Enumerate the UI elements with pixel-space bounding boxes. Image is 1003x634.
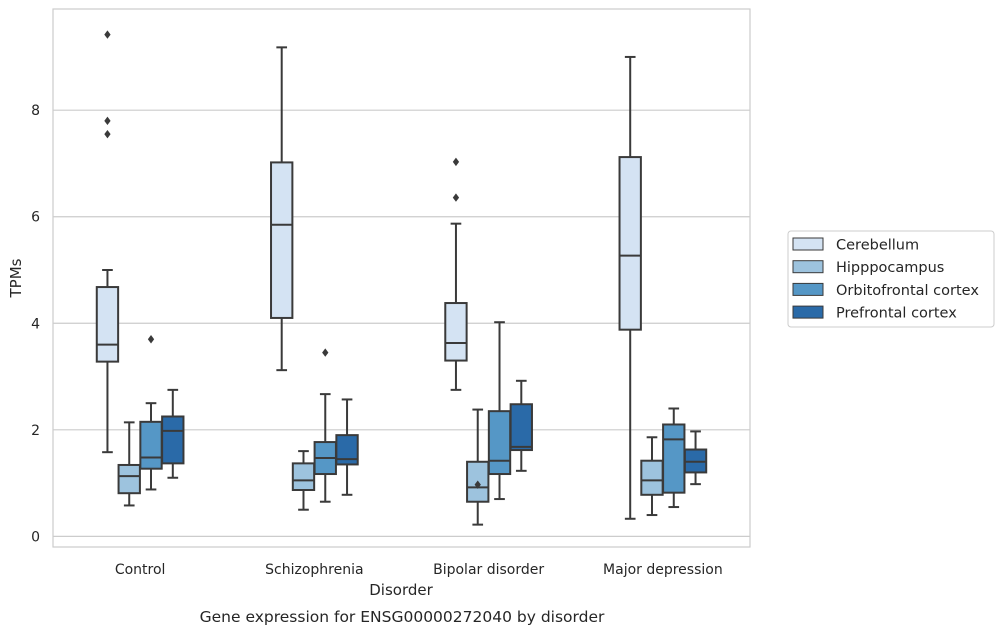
- boxes: [95, 30, 708, 526]
- x-axis-label: Disorder: [369, 581, 433, 599]
- x-tick-label: Schizophrenia: [265, 562, 363, 578]
- outlier-point: [452, 157, 460, 167]
- outlier-point: [104, 129, 111, 139]
- box-body: [640, 459, 664, 496]
- box-body: [487, 410, 512, 476]
- box-prefrontal-cortex: [335, 398, 359, 496]
- x-tick-label: Major depression: [603, 562, 723, 578]
- box-body: [95, 286, 120, 363]
- legend-swatch: [792, 305, 824, 319]
- box-orbitofrontal-cortex: [662, 407, 686, 509]
- outlier-point: [474, 480, 481, 489]
- box-body: [270, 161, 294, 319]
- outlier-point: [452, 193, 460, 202]
- box-body: [117, 463, 141, 495]
- y-tick-label: 4: [31, 316, 40, 332]
- box-hipppocampus: [291, 450, 316, 511]
- box-cerebellum: [618, 55, 642, 520]
- outlier-point: [322, 348, 329, 357]
- box-cerebellum: [444, 157, 468, 391]
- legend-label: Prefrontal cortex: [836, 306, 957, 322]
- box-hipppocampus: [640, 436, 664, 517]
- box-orbitofrontal-cortex: [139, 335, 163, 491]
- box-orbitofrontal-cortex: [313, 348, 337, 503]
- legend-swatch: [792, 282, 824, 296]
- box-hipppocampus: [117, 421, 141, 507]
- y-tick-label: 6: [31, 210, 40, 226]
- box-body: [618, 156, 642, 331]
- legend-label: Hipppocampus: [836, 260, 944, 276]
- chart-caption: Gene expression for ENSG00000272040 by d…: [200, 608, 605, 626]
- x-tick-label: Control: [115, 562, 166, 578]
- y-tick-label: 8: [31, 103, 40, 119]
- x-tick-label: Bipolar disorder: [433, 562, 544, 578]
- box-body: [444, 302, 468, 362]
- box-body: [291, 462, 316, 492]
- box-body: [662, 423, 686, 494]
- y-tick-label: 2: [31, 423, 40, 439]
- box-prefrontal-cortex: [683, 430, 708, 486]
- box-hipppocampus: [466, 408, 490, 526]
- box-orbitofrontal-cortex: [487, 321, 512, 501]
- box-body: [335, 434, 359, 466]
- outlier-point: [104, 30, 111, 39]
- legend-swatch: [792, 260, 824, 274]
- y-tick-labels: 0 2 4 6 8: [31, 103, 40, 545]
- box-cerebellum: [270, 46, 294, 372]
- box-body: [509, 403, 533, 452]
- legend-label: Orbitofrontal cortex: [836, 283, 979, 299]
- box-cerebellum: [95, 30, 120, 454]
- box-body: [161, 415, 185, 465]
- legend-label: Cerebellum: [836, 238, 919, 254]
- legend: Cerebellum Hipppocampus Orbitofrontal cort…: [787, 230, 995, 328]
- box-body: [139, 420, 163, 470]
- box-prefrontal-cortex: [161, 388, 185, 479]
- legend-swatch: [792, 237, 824, 251]
- legend-frame: [787, 230, 995, 328]
- y-tick-label: 0: [31, 529, 40, 545]
- box-prefrontal-cortex: [509, 379, 533, 472]
- outlier-point: [147, 335, 155, 344]
- outlier-point: [104, 116, 111, 126]
- y-axis-label: TPMs: [7, 258, 25, 298]
- x-tick-labels: Control Schizophrenia Bipolar disorder Majo…: [115, 562, 723, 578]
